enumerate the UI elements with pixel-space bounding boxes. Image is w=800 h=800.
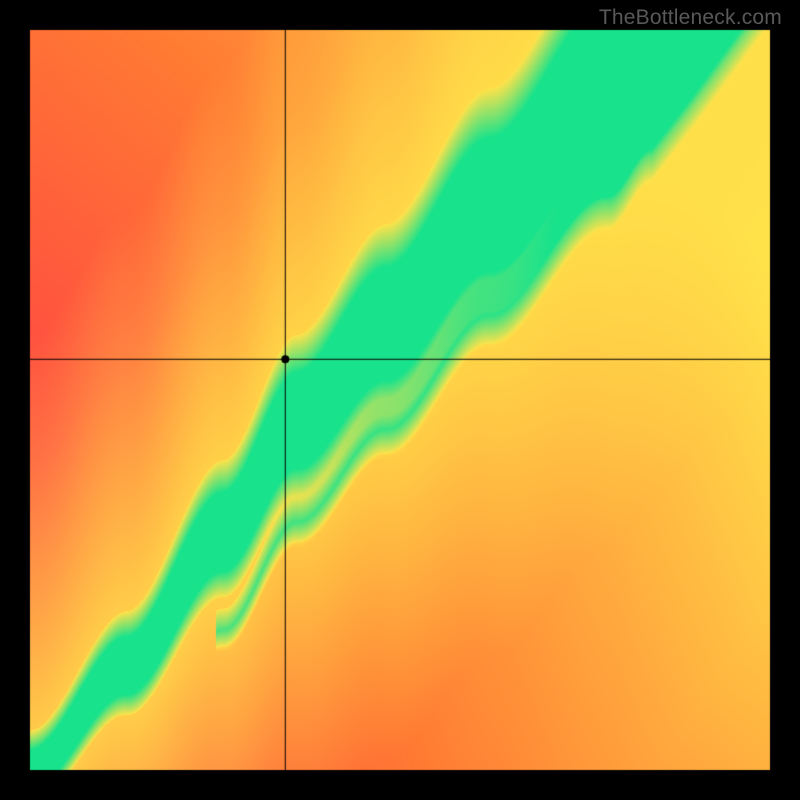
watermark-text: TheBottleneck.com	[599, 6, 782, 30]
bottleneck-heatmap	[0, 0, 800, 800]
chart-container: TheBottleneck.com	[0, 0, 800, 800]
